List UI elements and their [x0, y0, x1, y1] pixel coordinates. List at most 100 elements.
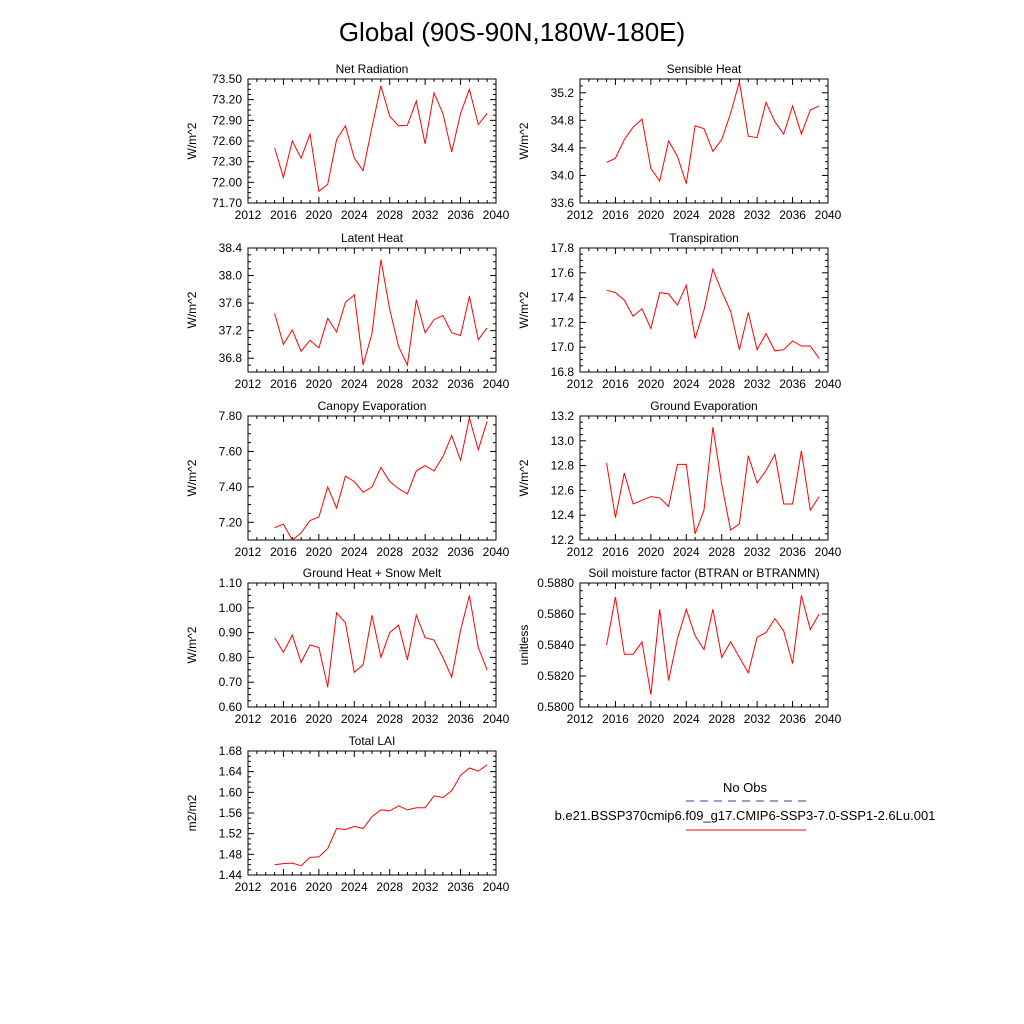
plot-frame [247, 415, 497, 541]
y-axis-label: W/m^2 [185, 291, 199, 328]
x-tick-label: 2024 [341, 545, 368, 559]
y-tick-label: 1.68 [219, 744, 243, 758]
x-tick-label: 2012 [567, 377, 594, 391]
legend-model-label: b.e21.BSSP370cmip6.f09_g17.CMIP6-SSP3-7.… [555, 808, 936, 823]
y-tick-label: 38.0 [219, 269, 243, 283]
x-tick-label: 2032 [744, 545, 771, 559]
x-tick-label: 2024 [341, 880, 368, 894]
y-tick-label: 34.4 [551, 141, 575, 155]
y-tick-label: 71.70 [212, 196, 242, 210]
x-tick-label: 2020 [638, 377, 665, 391]
x-tick-label: 2016 [270, 377, 297, 391]
x-tick-label: 2032 [412, 208, 439, 222]
x-tick-label: 2040 [815, 545, 842, 559]
x-tick-label: 2020 [306, 712, 333, 726]
y-axis-label: W/m^2 [185, 459, 199, 496]
y-tick-label: 16.8 [551, 365, 575, 379]
y-axis-label: W/m^2 [517, 459, 531, 496]
y-axis-label: W/m^2 [517, 291, 531, 328]
x-tick-label: 2032 [412, 712, 439, 726]
x-tick-label: 2024 [673, 208, 700, 222]
y-tick-label: 1.52 [219, 827, 243, 841]
panel-title: Canopy Evaporation [318, 399, 427, 413]
x-tick-label: 2028 [376, 377, 403, 391]
x-tick-label: 2020 [306, 880, 333, 894]
x-tick-label: 2020 [638, 208, 665, 222]
x-tick-label: 2024 [673, 377, 700, 391]
x-tick-label: 2040 [483, 377, 510, 391]
series-line-1 [274, 259, 488, 367]
y-axis-label: W/m^2 [185, 626, 199, 663]
x-tick-label: 2036 [779, 545, 806, 559]
y-tick-label: 35.2 [551, 86, 575, 100]
y-tick-label: 7.40 [219, 480, 243, 494]
y-tick-label: 0.5880 [537, 576, 574, 590]
y-tick-label: 72.30 [212, 155, 242, 169]
x-tick-label: 2036 [447, 545, 474, 559]
y-tick-label: 17.8 [551, 241, 575, 255]
x-tick-label: 2012 [235, 545, 262, 559]
x-tick-label: 2036 [779, 208, 806, 222]
y-axis-label: W/m^2 [517, 122, 531, 159]
plot-frame [247, 582, 497, 708]
x-tick-label: 2028 [708, 712, 735, 726]
chart-panel-1: Net Radiation W/m^2 2012 2016 2020 2024 2028 20… [185, 62, 510, 222]
y-tick-label: 0.5840 [537, 638, 574, 652]
y-tick-label: 33.6 [551, 196, 575, 210]
chart-panel-2: Sensible Heat W/m^2 2012 2016 2020 2024 2028 20… [517, 62, 842, 222]
x-tick-label: 2012 [235, 880, 262, 894]
x-tick-label: 2040 [815, 377, 842, 391]
y-tick-label: 0.60 [219, 700, 243, 714]
y-tick-label: 73.50 [212, 72, 242, 86]
plot-frame [247, 750, 497, 876]
x-tick-label: 2032 [744, 208, 771, 222]
plot-frame [579, 415, 829, 541]
y-tick-label: 72.90 [212, 113, 242, 127]
series-line-1 [606, 427, 820, 534]
x-tick-label: 2016 [602, 545, 629, 559]
y-tick-label: 73.20 [212, 93, 242, 107]
y-tick-label: 13.0 [551, 434, 575, 448]
x-tick-label: 2024 [673, 545, 700, 559]
y-tick-label: 7.60 [219, 444, 243, 458]
y-tick-label: 34.8 [551, 113, 575, 127]
panel-title: Transpiration [669, 231, 739, 245]
x-tick-label: 2040 [483, 880, 510, 894]
x-tick-label: 2036 [779, 712, 806, 726]
x-tick-label: 2036 [447, 377, 474, 391]
y-tick-label: 1.00 [219, 601, 243, 615]
y-tick-label: 17.6 [551, 266, 575, 280]
y-tick-label: 0.5800 [537, 700, 574, 714]
y-tick-label: 7.80 [219, 409, 243, 423]
y-tick-label: 17.4 [551, 291, 575, 305]
y-axis-label: unitless [517, 625, 531, 666]
x-tick-label: 2040 [815, 712, 842, 726]
chart-panel-3: Latent Heat W/m^2 2012 2016 2020 2024 2028 2032… [185, 231, 510, 391]
y-tick-label: 72.00 [212, 175, 242, 189]
y-tick-label: 38.4 [219, 241, 243, 255]
x-tick-label: 2016 [602, 208, 629, 222]
y-tick-label: 7.20 [219, 515, 243, 529]
x-tick-label: 2016 [270, 208, 297, 222]
x-tick-label: 2028 [376, 545, 403, 559]
plot-frame [247, 247, 497, 373]
y-tick-label: 17.0 [551, 340, 575, 354]
page-title: Global (90S-90N,180W-180E) [339, 17, 685, 47]
x-tick-label: 2020 [306, 545, 333, 559]
y-tick-label: 17.2 [551, 315, 575, 329]
chart-panel-6: Ground Evaporation W/m^2 2012 2016 2020 2024 2… [517, 399, 842, 559]
chart-panel-7: Ground Heat + Snow Melt W/m^2 2012 2016 2020… [185, 566, 510, 726]
x-tick-label: 2024 [341, 377, 368, 391]
chart-panel-8: Soil moisture factor (BTRAN or BTRANMN) u… [517, 566, 842, 726]
chart-panel-4: Transpiration W/m^2 2012 2016 2020 2024 2028 20… [517, 231, 842, 391]
series-line-1 [274, 85, 488, 193]
x-tick-label: 2016 [270, 880, 297, 894]
chart-panel-9: Total LAI m2/m2 2012 2016 2020 2024 2028 2032 20… [185, 734, 510, 894]
y-tick-label: 1.64 [219, 765, 243, 779]
x-tick-label: 2036 [447, 712, 474, 726]
x-tick-label: 2028 [708, 377, 735, 391]
x-tick-label: 2028 [376, 880, 403, 894]
x-tick-label: 2012 [567, 545, 594, 559]
y-tick-label: 12.6 [551, 483, 575, 497]
